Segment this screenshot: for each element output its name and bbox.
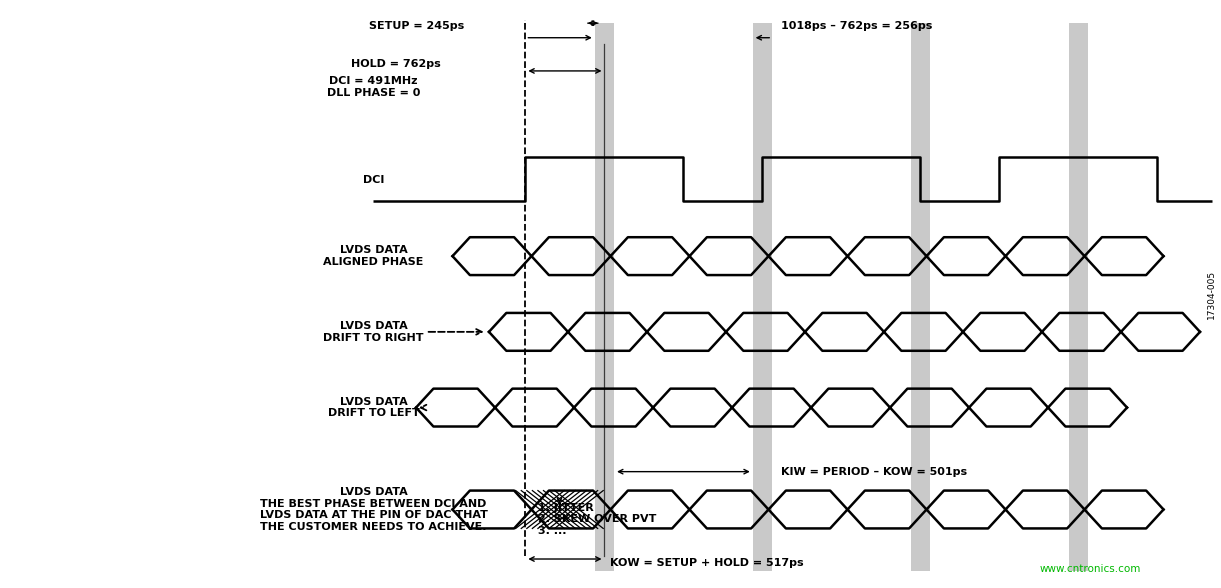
Text: LVDS DATA
THE BEST PHASE BETWEEN DCI AND
LVDS DATA AT THE PIN OF DAC THAT
THE CU: LVDS DATA THE BEST PHASE BETWEEN DCI AND… (260, 487, 487, 532)
Text: LVDS DATA
DRIFT TO RIGHT: LVDS DATA DRIFT TO RIGHT (324, 321, 424, 343)
Text: KOW = SETUP + HOLD = 517ps: KOW = SETUP + HOLD = 517ps (610, 558, 805, 568)
Text: LVDS DATA
DRIFT TO LEFT: LVDS DATA DRIFT TO LEFT (327, 397, 419, 419)
Text: 17304-005: 17304-005 (1206, 269, 1216, 319)
Text: HOLD = 762ps: HOLD = 762ps (350, 59, 441, 69)
Text: www.cntronics.com: www.cntronics.com (1040, 563, 1142, 573)
Text: DCI = 491MHz
DLL PHASE = 0: DCI = 491MHz DLL PHASE = 0 (327, 76, 420, 98)
Bar (911, 23, 930, 571)
Text: SETUP = 245ps: SETUP = 245ps (370, 21, 465, 31)
Text: 1. JITTER
2. SKEW OVER PVT
3. ...: 1. JITTER 2. SKEW OVER PVT 3. ... (537, 503, 656, 536)
Text: DCI: DCI (363, 175, 385, 185)
Text: LVDS DATA
ALIGNED PHASE: LVDS DATA ALIGNED PHASE (324, 245, 424, 267)
Bar (752, 23, 772, 571)
Text: KIW = PERIOD – KOW = 501ps: KIW = PERIOD – KOW = 501ps (780, 467, 967, 477)
Text: 1018ps – 762ps = 256ps: 1018ps – 762ps = 256ps (780, 21, 932, 31)
Bar (1068, 23, 1088, 571)
Bar (595, 23, 614, 571)
